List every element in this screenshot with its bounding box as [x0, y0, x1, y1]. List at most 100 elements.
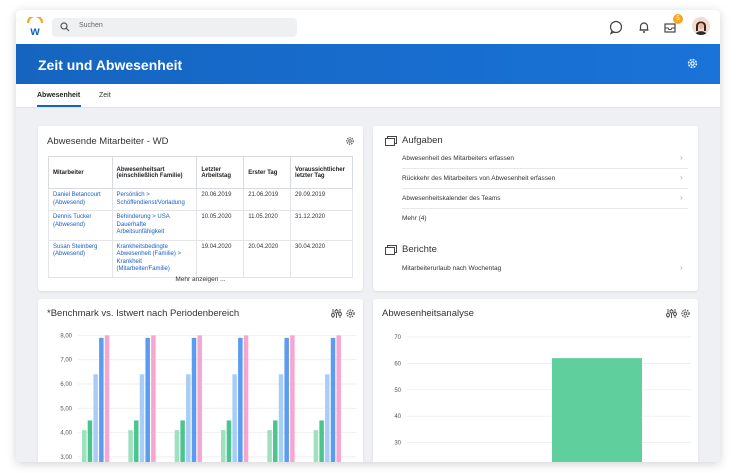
divider [402, 188, 688, 189]
cell-expected-last-day: 29.09.2019 [290, 188, 353, 211]
bar [174, 430, 180, 462]
bar [197, 335, 202, 462]
bar [267, 430, 272, 462]
y-tick-label: 30 [394, 441, 401, 447]
tasks-icon [385, 136, 397, 146]
table-row: Dennis Tucker (Abwesend) Behinderung > U… [48, 210, 353, 241]
show-more-link[interactable]: Mehr anzeigen ... [175, 276, 226, 283]
chart-filter-icon[interactable] [331, 308, 342, 319]
cell-expected-last-day: 31.12.2020 [290, 210, 353, 241]
y-tick-label: 40 [394, 414, 401, 420]
chat-icon[interactable] [608, 19, 624, 35]
analysis-card-title: Abwesenheitsanalyse [382, 308, 474, 319]
bar [325, 374, 330, 462]
absent-card-title: Abwesende Mitarbeiter - WD [47, 136, 169, 147]
y-tick-label: 7,00 [60, 358, 72, 364]
absence-type-link[interactable]: Krankheitsbedingte Abwesenheit (Familie)… [111, 239, 198, 278]
bar [104, 335, 110, 462]
reports-icon [385, 245, 397, 255]
search-input[interactable]: Suchen [79, 22, 103, 29]
table-row: Daniel Betancourt (Abwesend) Persönlich … [48, 188, 353, 211]
chevron-right-icon: › [680, 153, 683, 162]
employee-link[interactable]: Daniel Betancourt (Abwesend) [48, 188, 113, 211]
workday-logo-icon[interactable]: w [26, 17, 44, 37]
column-header[interactable]: Letzter Arbeitstag [196, 156, 245, 189]
tab-zeit[interactable]: Zeit [99, 92, 111, 99]
chevron-right-icon: › [680, 193, 683, 202]
card-settings-gear-icon[interactable] [345, 136, 355, 146]
bar [319, 420, 324, 462]
search-icon [60, 22, 70, 32]
bar [128, 430, 133, 462]
cell-last-workday: 10.05.2020 [196, 210, 245, 241]
search-bar[interactable]: Suchen [52, 18, 297, 37]
settings-gear-icon[interactable] [686, 57, 699, 70]
bar [336, 335, 341, 462]
table-row: Susan Steinberg (Abwesend) Krankheitsbed… [48, 239, 353, 278]
absence-type-link[interactable]: Behinderung > USA Dauerhafte Arbeitsunfä… [111, 210, 198, 241]
bar [180, 420, 185, 462]
divider [402, 208, 688, 209]
chart-filter-icon[interactable] [666, 308, 677, 319]
bar [278, 374, 284, 462]
y-tick-label: 4,00 [60, 431, 72, 437]
bar [82, 430, 87, 462]
bar [313, 430, 319, 462]
reports-title: Berichte [402, 244, 437, 255]
column-header[interactable]: Erster Tag [243, 156, 292, 189]
bar [232, 374, 237, 462]
more-tasks-link[interactable]: Mehr (4) [402, 215, 427, 222]
bar [226, 420, 232, 462]
absent-employees-card: Abwesende Mitarbeiter - WD Mitarbeiter A… [38, 126, 363, 291]
cell-expected-last-day: 30.04.2020 [290, 239, 353, 278]
tab-abwesenheit[interactable]: Abwesenheit [37, 92, 81, 99]
chart-settings-gear-icon[interactable] [680, 308, 691, 319]
column-header[interactable]: Abwesenheitsart (einschließlich Familie) [111, 156, 198, 189]
user-avatar[interactable] [692, 17, 710, 35]
page-title: Zeit und Abwesenheit [38, 57, 183, 73]
bar [99, 337, 104, 462]
avatar-icon [692, 17, 710, 35]
inbox-count-badge: 5 [673, 14, 683, 24]
bar [552, 358, 642, 462]
bar [139, 374, 145, 462]
employee-link[interactable]: Dennis Tucker (Abwesend) [48, 210, 113, 241]
page-header-banner: Zeit und Abwesenheit [16, 44, 720, 84]
task-item-link[interactable]: Abwesenheit des Mitarbeiters erfassen [402, 155, 515, 162]
bar [284, 337, 289, 462]
column-header[interactable]: Mitarbeiter [48, 156, 113, 189]
task-item-link[interactable]: Rückkehr des Mitarbeiters von Abwesenhei… [402, 175, 556, 182]
cell-first-day: 20.04.2020 [243, 239, 292, 278]
task-item-link[interactable]: Abwesenheitskalender des Teams [402, 195, 501, 202]
cell-last-workday: 20.06.2019 [196, 188, 245, 211]
bar [221, 430, 226, 462]
bar [191, 337, 197, 462]
y-tick-label: 50 [394, 388, 401, 394]
cell-first-day: 11.05.2020 [243, 210, 292, 241]
absence-analysis-bar-chart: 70 60 50 40 30 [394, 335, 691, 462]
y-tick-label: 6,00 [60, 382, 72, 388]
active-tab-indicator [37, 105, 81, 107]
chevron-right-icon: › [680, 173, 683, 182]
bar [243, 335, 249, 462]
report-item-link[interactable]: Mitarbeiterurlaub nach Wochentag [402, 265, 502, 272]
bar [186, 374, 191, 462]
column-header[interactable]: Voraussichtlicher letzter Tag [290, 156, 353, 189]
inbox-icon[interactable] [662, 19, 678, 35]
y-tick-label: 70 [394, 335, 401, 341]
bar [145, 337, 150, 462]
bar [134, 420, 139, 462]
tab-bar: Abwesenheit Zeit [16, 84, 720, 108]
bar [93, 374, 98, 462]
bar [238, 337, 243, 462]
absence-type-link[interactable]: Persönlich > Schöffendienst/Vorladung [111, 188, 198, 211]
bell-icon[interactable] [636, 19, 652, 35]
absence-analysis-card: Abwesenheitsanalyse 70 60 50 40 30 [373, 299, 698, 462]
svg-text:w: w [29, 24, 40, 37]
benchmark-card-title: *Benchmark vs. Istwert nach Periodenbere… [47, 308, 240, 319]
employee-link[interactable]: Susan Steinberg (Abwesend) [48, 239, 113, 278]
y-tick-label: 3,00 [60, 455, 72, 461]
chart-settings-gear-icon[interactable] [345, 308, 356, 319]
absent-employees-table: Mitarbeiter Abwesenheitsart (einschließl… [48, 156, 353, 278]
divider [402, 168, 688, 169]
